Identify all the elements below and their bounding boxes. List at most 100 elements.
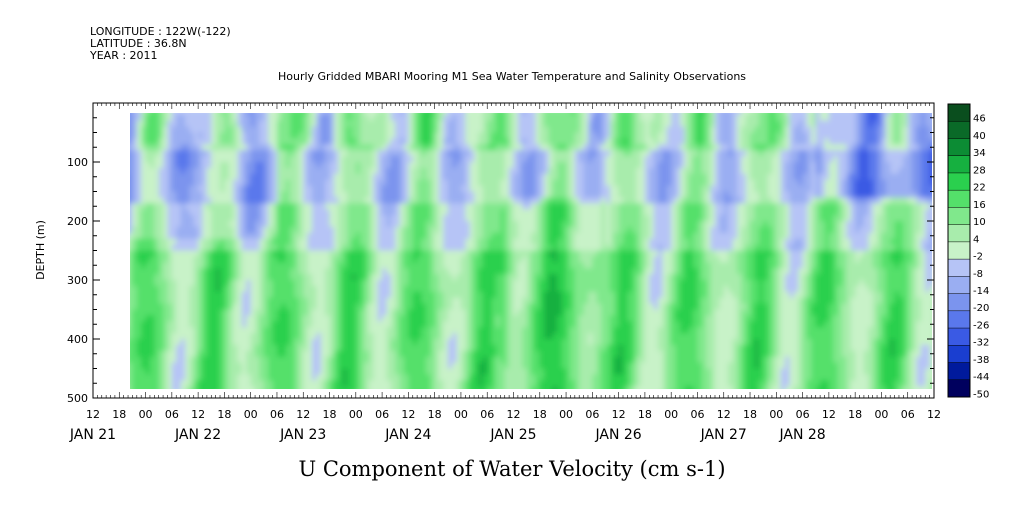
heatmap-cell [430,114,436,122]
heatmap-cell [193,150,199,157]
heatmap-cell [325,138,331,145]
heatmap-cell [198,250,204,257]
heatmap-cell [268,398,273,405]
heatmap-cell [447,344,453,352]
heatmap-cell [539,303,545,311]
heatmap-cell [268,291,274,299]
heatmap-cell [111,133,116,140]
heatmap-cell [465,113,471,116]
heatmap-cell [504,274,510,281]
heatmap-cell [255,132,261,139]
heatmap-cell [513,285,519,293]
heatmap-cell [149,150,155,157]
heatmap-cell [522,274,528,281]
heatmap-cell [474,262,480,269]
heatmap-cell [500,356,506,364]
heatmap-cell [417,238,423,246]
heatmap-cell [180,344,186,352]
heatmap-cell [189,185,195,193]
heatmap-cell [158,144,164,151]
heatmap-cell [369,339,374,346]
heatmap-cell [303,303,309,311]
heatmap-cell [246,274,252,281]
heatmap-cell [544,344,550,352]
heatmap-cell [298,113,304,116]
heatmap-cell [211,226,217,234]
heatmap-cell [316,374,322,381]
heatmap-cell [167,368,173,375]
heatmap-cell [469,285,475,293]
heatmap-cell [535,167,541,175]
heatmap-cell [141,303,147,311]
heatmap-cell [531,173,536,181]
heatmap-cell [303,350,309,358]
heatmap-cell [417,274,423,281]
heatmap-cell [286,398,291,405]
heatmap-cell [447,226,453,234]
heatmap-cell [111,174,116,181]
heatmap-cell [342,179,348,187]
heatmap-cell [430,362,436,370]
heatmap-cell [189,167,195,175]
heatmap-cell [386,350,392,358]
heatmap-cell [268,226,274,234]
heatmap-cell [198,138,204,145]
heatmap-cell [478,173,484,181]
heatmap-cell [408,309,414,316]
heatmap-cell [395,280,401,287]
heatmap-cell [303,262,309,269]
heatmap-cell [491,197,497,204]
heatmap-cell [145,285,151,293]
heatmap-cell [373,173,379,181]
heatmap-cell [439,333,444,340]
heatmap-cell [500,114,506,122]
heatmap-cell [417,386,423,389]
heatmap-cell [496,120,501,128]
heatmap-cell [172,398,177,405]
heatmap-cell [246,303,252,311]
heatmap-cell [443,120,449,128]
heatmap-cell [491,126,497,134]
heatmap-cell [268,120,274,128]
heatmap-cell [294,344,300,352]
heatmap-cell [425,113,431,116]
heatmap-cell [290,191,296,198]
heatmap-cell [496,368,501,375]
heatmap-cell [141,309,147,316]
heatmap-cell [115,221,120,228]
heatmap-cell [316,114,322,122]
heatmap-cell [465,221,471,228]
heatmap-cell [482,309,488,316]
heatmap-cell [430,356,436,364]
heatmap-cell [513,262,519,269]
heatmap-cell [263,215,269,222]
heatmap-cell [535,256,541,263]
heatmap-cell [224,344,230,352]
heatmap-cell [355,173,361,181]
heatmap-cell [382,132,388,139]
heatmap-cell [320,179,326,187]
heatmap-cell [522,132,528,139]
heatmap-cell [312,285,317,293]
heatmap-cell [193,333,199,340]
heatmap-cell [290,226,296,234]
heatmap-cell [163,315,169,322]
heatmap-cell [294,380,300,387]
heatmap-cell [132,350,138,358]
heatmap-cell [522,280,528,287]
heatmap-cell [539,274,545,281]
heatmap-cell [474,185,480,193]
heatmap-cell [168,398,173,405]
heatmap-cell [526,303,532,311]
heatmap-cell [456,380,462,387]
heatmap-cell [347,144,353,151]
heatmap-cell [539,356,545,364]
heatmap-cell [355,138,361,145]
heatmap-cell [360,114,366,122]
heatmap-cell [408,232,414,240]
heatmap-cell [124,369,129,376]
heatmap-cell [215,114,221,122]
heatmap-cell [228,238,234,246]
latitude-label: LATITUDE : 36.8N [90,37,187,50]
heatmap-cell [504,238,510,246]
